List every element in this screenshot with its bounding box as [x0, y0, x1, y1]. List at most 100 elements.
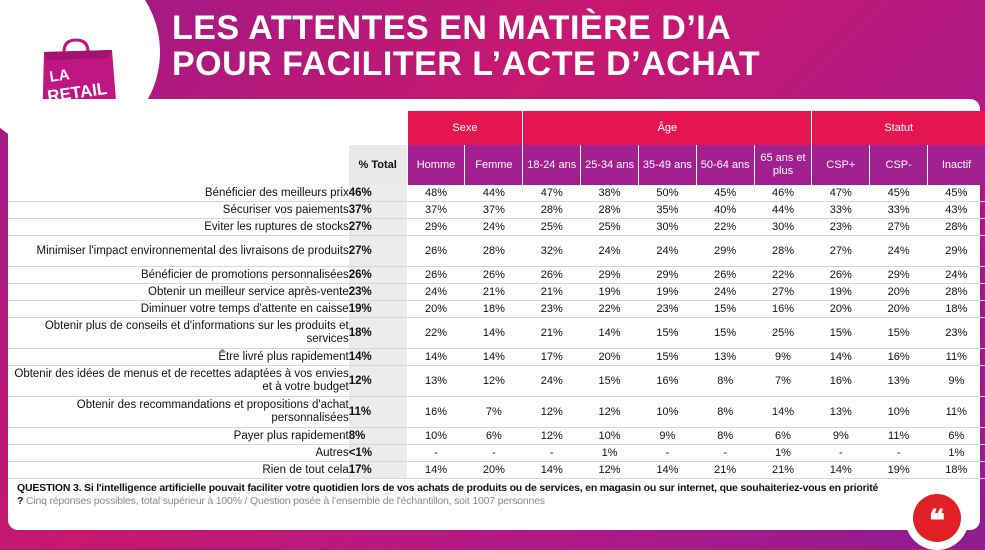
- column-header: Homme: [406, 145, 465, 185]
- row-value: 6%: [464, 427, 523, 445]
- row-value: 21%: [696, 461, 755, 479]
- row-value: 30%: [754, 218, 812, 236]
- row-value: 25%: [522, 218, 581, 236]
- row-label: Payer plus rapidement: [8, 427, 349, 445]
- table-row: Diminuer votre temps d'attente en caisse…: [8, 300, 985, 318]
- row-value: 19%: [580, 283, 639, 301]
- table-body: Bénéficier des meilleurs prix 46% 48% 44% 47…: [8, 185, 985, 479]
- row-value: 20%: [580, 348, 639, 366]
- row-value: 48%: [407, 185, 465, 202]
- row-value: 6%: [754, 427, 812, 445]
- row-value: 43%: [927, 201, 985, 219]
- row-value: 15%: [696, 300, 755, 318]
- row-value: 18%: [927, 300, 985, 318]
- column-header: 65 ans et plus: [753, 145, 812, 185]
- column-header: Femme: [464, 145, 523, 185]
- table-row: Rien de tout cela 17% 14% 20% 14% 12% 14% 21% 21…: [8, 461, 985, 479]
- row-label: Obtenir un meilleur service après-vente: [8, 283, 349, 301]
- row-label: Sécuriser vos paiements: [8, 201, 349, 219]
- row-value: 16%: [811, 365, 870, 397]
- column-header: 25-34 ans: [580, 145, 639, 185]
- column-header: 35-49 ans: [637, 145, 697, 185]
- row-value: 28%: [754, 235, 812, 267]
- row-value: -: [811, 444, 870, 462]
- row-value: 8%: [696, 427, 755, 445]
- row-value: 26%: [522, 266, 581, 284]
- group-header-sexe: Sexe: [406, 111, 523, 145]
- row-value: 14%: [464, 348, 523, 366]
- row-label: Bénéficier de promotions personnalisées: [8, 266, 349, 284]
- row-value: 20%: [811, 300, 870, 318]
- group-header-age: Âge: [522, 111, 812, 145]
- row-total: 27%: [348, 235, 408, 267]
- table-row: Sécuriser vos paiements 37% 37% 37% 28% 28% 35…: [8, 201, 985, 219]
- row-value: 23%: [811, 218, 870, 236]
- table-row: Minimiser l'impact environnemental des l…: [8, 235, 985, 267]
- row-total: 11%: [348, 396, 408, 428]
- table-row: Obtenir des idées de menus et de recette…: [8, 365, 985, 397]
- row-total: 26%: [348, 266, 408, 284]
- row-value: 16%: [869, 348, 928, 366]
- row-value: 45%: [696, 185, 755, 202]
- row-value: 26%: [464, 266, 523, 284]
- row-total: 18%: [348, 317, 408, 349]
- row-value: 8%: [696, 396, 755, 428]
- row-value: 22%: [407, 317, 465, 349]
- row-value: 16%: [638, 365, 697, 397]
- row-value: 21%: [754, 461, 812, 479]
- row-value: 33%: [811, 201, 870, 219]
- row-value: 35%: [638, 201, 697, 219]
- group-header-statut: Statut: [811, 111, 985, 145]
- table-row: Eviter les ruptures de stocks 27% 29% 24% 25…: [8, 218, 985, 236]
- column-header-row: % Total Homme Femme 18-24 ans 25-34 ans …: [8, 145, 985, 185]
- row-value: 18%: [464, 300, 523, 318]
- column-header-total: % Total: [348, 145, 408, 185]
- row-total: 27%: [348, 218, 408, 236]
- row-value: -: [464, 444, 523, 462]
- row-value: 12%: [580, 461, 639, 479]
- row-value: 6%: [927, 427, 985, 445]
- row-value: 20%: [464, 461, 523, 479]
- table-row: Être livré plus rapidement 14% 14% 14% 17% 20…: [8, 348, 985, 366]
- column-header: CSP-: [869, 145, 928, 185]
- row-value: 7%: [464, 396, 523, 428]
- row-value: 9%: [638, 427, 697, 445]
- row-value: 45%: [927, 185, 985, 202]
- row-value: 1%: [580, 444, 639, 462]
- row-label: Rien de tout cela: [8, 461, 349, 479]
- row-value: 14%: [464, 317, 523, 349]
- row-value: 28%: [927, 283, 985, 301]
- question-note: Cinq réponses possibles, total supérieur…: [25, 495, 545, 507]
- page-title: LES ATTENTES EN MATIÈRE D’IA POUR FACILI…: [172, 10, 952, 82]
- column-header: 18-24 ans: [522, 145, 581, 185]
- row-value: 16%: [754, 300, 812, 318]
- row-value: 15%: [696, 317, 755, 349]
- row-value: 20%: [407, 300, 465, 318]
- row-value: 11%: [869, 427, 928, 445]
- row-value: 12%: [580, 396, 639, 428]
- row-value: 14%: [407, 348, 465, 366]
- row-value: 10%: [407, 427, 465, 445]
- column-header: CSP+: [811, 145, 870, 185]
- row-value: 15%: [580, 365, 639, 397]
- row-value: 29%: [696, 235, 755, 267]
- row-total: 14%: [348, 348, 408, 366]
- row-value: 24%: [464, 218, 523, 236]
- row-value: 32%: [522, 235, 581, 267]
- row-value: 7%: [754, 365, 812, 397]
- row-value: 1%: [927, 444, 985, 462]
- row-label: Obtenir plus de conseils et d'informatio…: [8, 317, 349, 349]
- row-value: 28%: [580, 201, 639, 219]
- row-value: 24%: [696, 283, 755, 301]
- table-row: Payer plus rapidement 8% 10% 6% 12% 10% 9% 8% 6%…: [8, 427, 985, 445]
- row-value: 33%: [869, 201, 928, 219]
- row-value: 47%: [811, 185, 870, 202]
- row-value: 27%: [869, 218, 928, 236]
- row-label: Minimiser l'impact environnemental des l…: [8, 235, 349, 267]
- row-value: 22%: [754, 266, 812, 284]
- row-value: 22%: [696, 218, 755, 236]
- row-value: 13%: [696, 348, 755, 366]
- title-line-2: POUR FACILITER L’ACTE D’ACHAT: [172, 45, 761, 83]
- row-value: 20%: [869, 300, 928, 318]
- row-value: 14%: [754, 396, 812, 428]
